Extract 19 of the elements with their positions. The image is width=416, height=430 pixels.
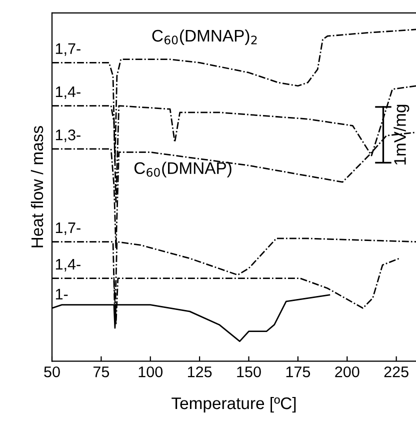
y-axis-title: Heat flow / mass — [30, 126, 44, 248]
annotation: 1mV/mg — [394, 104, 410, 165]
x-tick-label: 200 — [335, 366, 360, 378]
x-tick-label: 100 — [138, 366, 163, 378]
series-label: 1,4- — [56, 259, 80, 272]
x-axis-title: Temperature [ºC] — [172, 396, 296, 413]
x-tick-label: 175 — [286, 366, 310, 378]
annotation: C$_{60}$(DMNAP) — [134, 162, 232, 178]
x-tick-label: 125 — [188, 366, 212, 378]
series-label: 1,4- — [56, 86, 80, 100]
series-label: 1- — [56, 288, 68, 300]
x-tick-label: 150 — [237, 366, 261, 378]
annotation: C$_{60}$(DMNAP)$_{2}$ — [152, 29, 257, 45]
series-label: 1,7- — [56, 43, 80, 56]
series-label: 1,3- — [56, 130, 80, 142]
x-tick-label: 75 — [93, 366, 110, 378]
x-tick-label: 50 — [44, 366, 60, 378]
x-tick-label: 225 — [384, 366, 408, 378]
series-label: 1,7- — [56, 222, 80, 236]
